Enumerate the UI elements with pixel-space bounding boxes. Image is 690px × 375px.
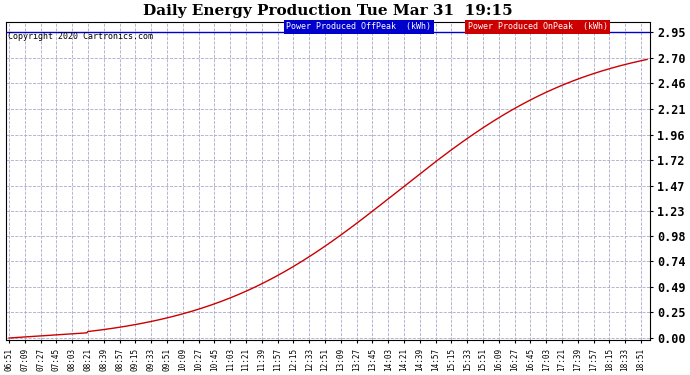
Text: Copyright 2020 Cartronics.com: Copyright 2020 Cartronics.com — [8, 32, 152, 40]
Title: Daily Energy Production Tue Mar 31  19:15: Daily Energy Production Tue Mar 31 19:15 — [144, 4, 513, 18]
Text: Power Produced OffPeak  (kWh): Power Produced OffPeak (kWh) — [286, 22, 431, 31]
Text: Power Produced OnPeak  (kWh): Power Produced OnPeak (kWh) — [468, 22, 608, 31]
